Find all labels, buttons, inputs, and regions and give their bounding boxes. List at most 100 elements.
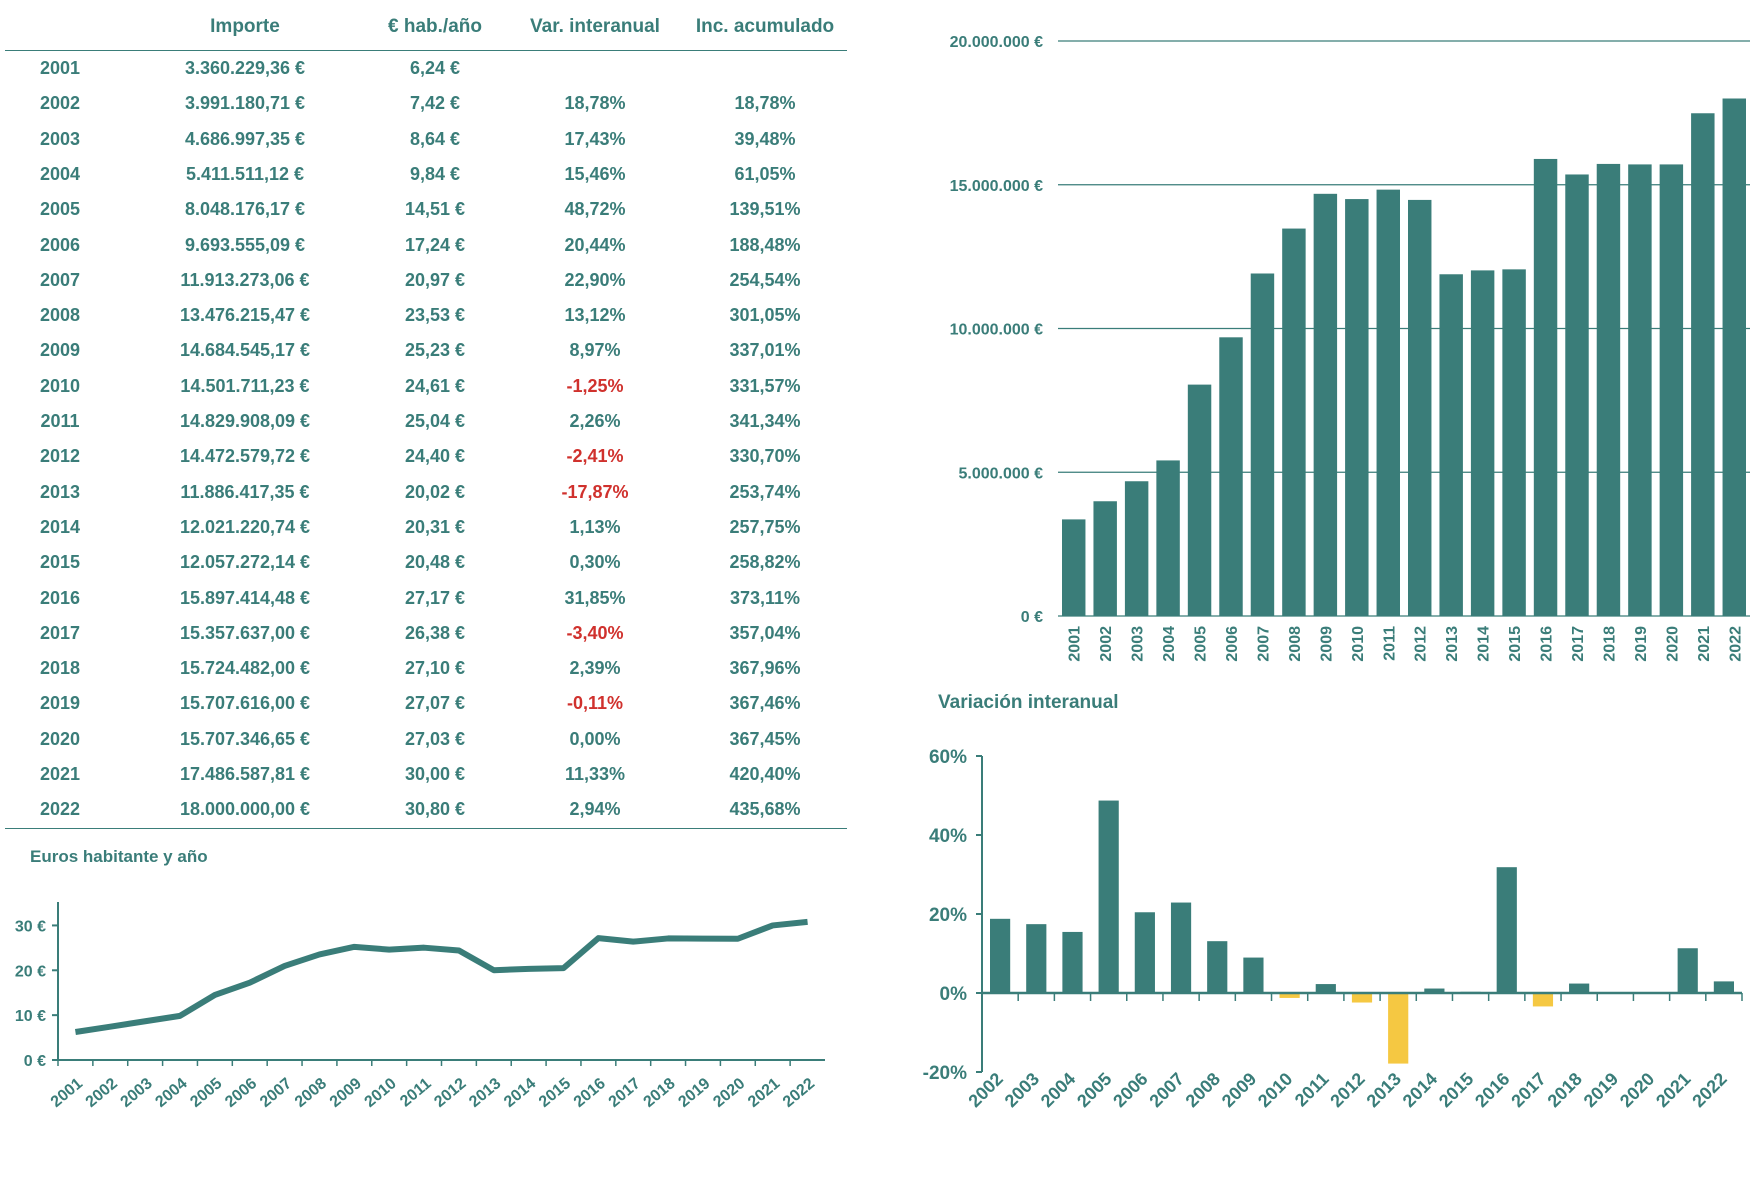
y-tick-label: 0 € [1021, 609, 1043, 626]
inc-cell: 139,51% [729, 199, 801, 220]
inc-cell: 39,48% [734, 128, 796, 149]
bar [1713, 981, 1734, 993]
inc-cell: 253,74% [729, 481, 801, 502]
x-tick-label: 2017 [1570, 626, 1587, 662]
x-tick-label: 2005 [187, 1075, 225, 1111]
year-cell: 2002 [39, 93, 81, 114]
header-importe: Importe [210, 16, 280, 37]
inc-cell: 301,05% [729, 305, 801, 326]
x-tick-label: 2012 [1413, 626, 1430, 662]
hab-cell: 27,07 € [404, 693, 466, 714]
importe-cell: 14.829.908,09 € [179, 411, 311, 431]
hab-cell: 27,17 € [404, 587, 466, 608]
x-tick-label: 2004 [1161, 626, 1178, 662]
importe-cell: 15.897.414,48 € [179, 587, 311, 608]
x-tick-label: 2022 [1727, 626, 1744, 662]
x-tick-label: 2012 [1326, 1069, 1368, 1111]
year-cell: 2007 [39, 269, 81, 290]
importe-cell: 9.693.555,09 € [184, 234, 306, 255]
inc-cell: 257,75% [729, 516, 801, 537]
x-tick-label: 2012 [431, 1075, 469, 1111]
table-row: 2003 4.686.997,35 € 8,64 € 17,43% 39,48% [5, 122, 847, 157]
x-tick-label: 2006 [222, 1075, 260, 1111]
var-cell: 2,39% [569, 658, 621, 679]
table-header: Importe € hab./año Var. interanual Inc. … [5, 16, 847, 51]
x-tick-label: 2002 [964, 1069, 1006, 1111]
year-cell: 2014 [39, 516, 81, 537]
bar [1424, 988, 1445, 993]
y-tick-label: 5.000.000 € [958, 465, 1043, 482]
bar [1134, 912, 1155, 993]
importe-cell: 15.357.637,00 € [179, 622, 311, 643]
x-tick-label: 2020 [1664, 626, 1681, 662]
var-cell: -17,87% [561, 481, 629, 502]
x-tick-label: 2013 [466, 1075, 504, 1111]
x-tick-label: 2015 [1435, 1069, 1477, 1111]
y-tick-label: 10.000.000 € [950, 322, 1044, 339]
x-tick-label: 2016 [1471, 1069, 1513, 1111]
hab-cell: 24,40 € [404, 446, 466, 467]
x-tick-label: 2015 [536, 1075, 574, 1111]
var-cell: 18,78% [564, 93, 626, 114]
x-tick-label: 2004 [1037, 1069, 1079, 1111]
bar [1628, 164, 1652, 616]
table-row: 2010 14.501.711,23 € 24,61 € -1,25% 331,57% [5, 369, 847, 404]
year-cell: 2020 [39, 728, 81, 749]
x-tick-label: 2004 [152, 1075, 190, 1111]
header-hab: € hab./año [388, 16, 482, 37]
bar [1187, 384, 1212, 616]
bar [1170, 902, 1192, 993]
bar [1093, 501, 1117, 616]
var-cell: 2,94% [569, 799, 621, 820]
x-tick-label: 2017 [1507, 1069, 1549, 1111]
var-cell: 22,90% [564, 269, 626, 290]
x-tick-label: 2006 [1224, 626, 1241, 662]
importe-cell: 14.501.711,23 € [180, 375, 310, 396]
line-series [74, 918, 808, 1035]
hab-cell: 9,84 € [409, 163, 461, 184]
x-tick-label: 2021 [1696, 626, 1713, 662]
hab-cell: 26,38 € [404, 622, 466, 643]
inc-cell: 420,40% [729, 764, 801, 784]
bar [1502, 269, 1526, 616]
bar [1408, 199, 1432, 616]
y-tick-label: 10 € [15, 1008, 46, 1025]
year-cell: 2013 [39, 481, 81, 502]
hab-cell: 6,24 € [409, 58, 461, 78]
hab-cell: 30,00 € [404, 764, 466, 784]
x-tick-label: 2005 [1073, 1069, 1115, 1111]
inc-cell: 254,54% [729, 269, 801, 290]
importe-cell: 4.686.997,35 € [184, 128, 306, 149]
x-tick-label: 2022 [780, 1075, 818, 1111]
x-tick-label: 2019 [675, 1075, 713, 1111]
x-tick-label: 2009 [1318, 626, 1335, 662]
x-tick-label: 2001 [48, 1075, 86, 1111]
var-cell: 48,72% [564, 199, 626, 220]
x-tick-label: 2010 [362, 1075, 400, 1111]
var-cell: 17,43% [564, 128, 626, 149]
inc-cell: 331,57% [729, 375, 801, 396]
x-tick-label: 2009 [327, 1075, 365, 1111]
importe-cell: 15.707.346,65 € [179, 728, 311, 749]
table-row: 2005 8.048.176,17 € 14,51 € 48,72% 139,51% [5, 192, 847, 227]
year-cell: 2006 [39, 234, 81, 255]
var-cell: -1,25% [566, 375, 624, 396]
hab-cell: 27,10 € [404, 658, 466, 679]
hab-cell: 8,64 € [409, 128, 461, 149]
table-row: 2008 13.476.215,47 € 23,53 € 13,12% 301,05% [5, 298, 847, 333]
year-cell: 2019 [39, 693, 81, 714]
table-row: 2021 17.486.587,81 € 30,00 € 11,33% 420,40% [5, 757, 847, 792]
importe-cell: 5.411.511,12 € [185, 163, 305, 184]
var-cell: 31,85% [564, 587, 626, 608]
table-row: 2007 11.913.273,06 € 20,97 € 22,90% 254,54% [5, 263, 847, 298]
header-inc: Inc. acumulado [695, 16, 835, 37]
y-tick-label: 30 € [15, 918, 46, 935]
bar [1313, 193, 1338, 616]
hab-cell: 25,23 € [404, 340, 466, 361]
hab-cell: 20,97 € [404, 269, 466, 290]
x-tick-label: 2001 [1067, 626, 1084, 662]
bar [1098, 800, 1119, 993]
year-cell: 2021 [39, 764, 81, 784]
y-tick-label: 0% [940, 984, 968, 1005]
x-tick-label: 2011 [397, 1075, 435, 1110]
